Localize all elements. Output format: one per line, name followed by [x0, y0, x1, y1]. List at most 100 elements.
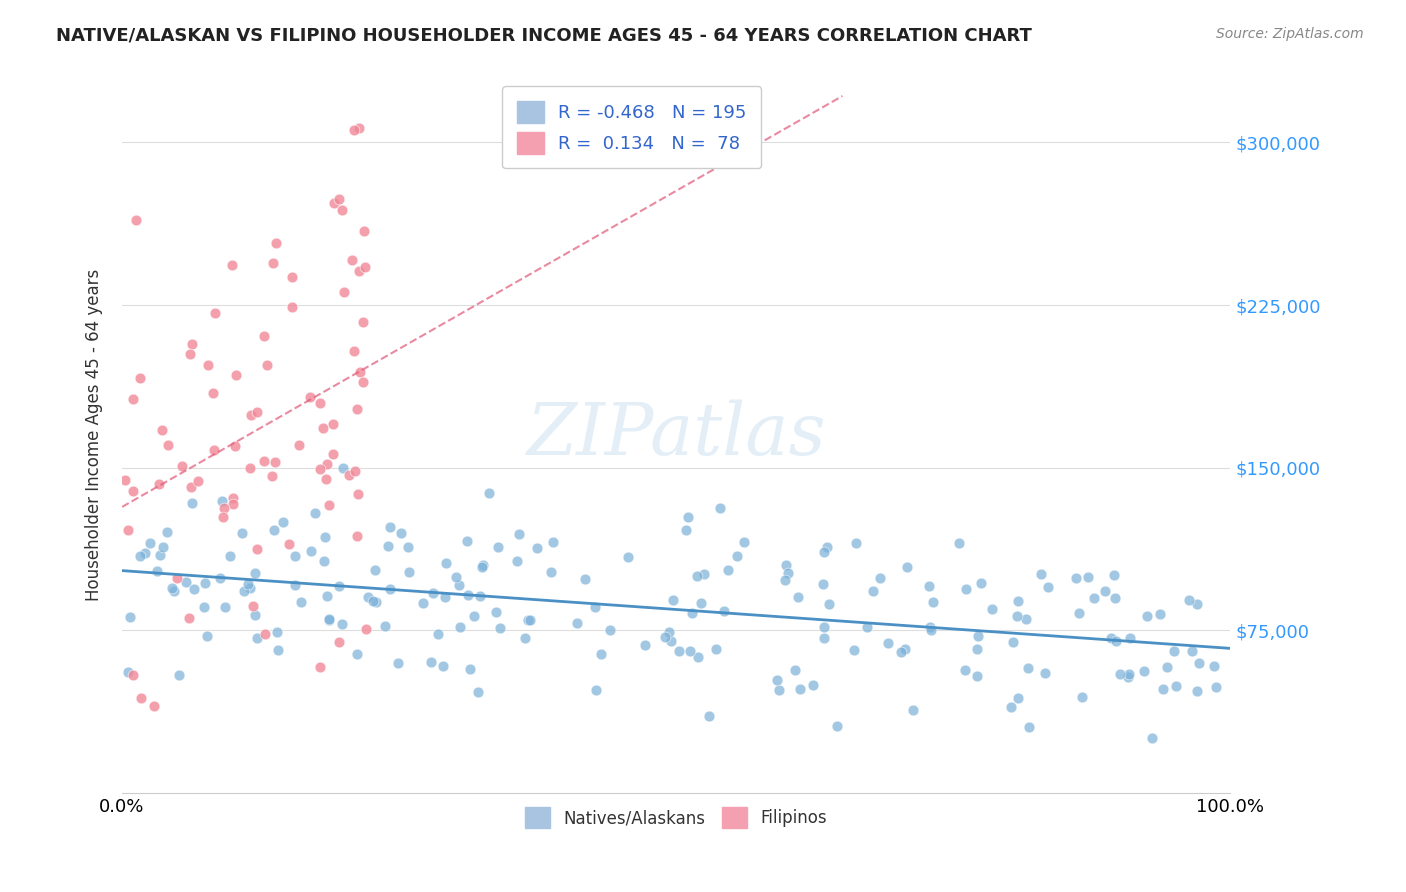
Point — [318, 612, 340, 626]
Point — [1185, 684, 1208, 698]
Point — [246, 405, 269, 419]
Point — [125, 212, 148, 227]
Point — [309, 462, 332, 476]
Point — [634, 639, 657, 653]
Point — [246, 542, 269, 557]
Point — [222, 497, 245, 511]
Point — [309, 396, 332, 410]
Point — [253, 328, 276, 343]
Point — [288, 438, 311, 452]
Point — [156, 437, 179, 451]
Point — [449, 620, 471, 634]
Point — [396, 541, 419, 555]
Point — [1185, 597, 1208, 611]
Point — [343, 464, 366, 478]
Point — [1136, 609, 1159, 624]
Point — [433, 591, 456, 605]
Point — [243, 608, 266, 623]
Point — [725, 549, 748, 563]
Point — [114, 473, 136, 487]
Point — [519, 614, 541, 628]
Text: Source: ZipAtlas.com: Source: ZipAtlas.com — [1216, 27, 1364, 41]
Point — [766, 673, 789, 687]
Point — [768, 682, 790, 697]
Point — [204, 306, 226, 320]
Point — [1007, 690, 1029, 705]
Point — [364, 594, 387, 608]
Point — [284, 578, 307, 592]
Point — [922, 595, 945, 609]
Point — [299, 543, 322, 558]
Point — [328, 192, 350, 206]
Point — [194, 576, 217, 591]
Point — [267, 643, 290, 657]
Point — [149, 548, 172, 562]
Point — [243, 566, 266, 580]
Point — [508, 527, 530, 541]
Point — [315, 472, 337, 486]
Point — [876, 636, 898, 650]
Point — [121, 483, 143, 498]
Point — [1132, 665, 1154, 679]
Point — [574, 572, 596, 586]
Point — [222, 491, 245, 505]
Point — [565, 615, 588, 630]
Point — [231, 525, 253, 540]
Point — [308, 660, 330, 674]
Point — [330, 202, 353, 217]
Point — [704, 641, 727, 656]
Point — [242, 599, 264, 613]
Point — [361, 594, 384, 608]
Point — [662, 592, 685, 607]
Point — [328, 579, 350, 593]
Point — [856, 620, 879, 634]
Point — [266, 625, 288, 640]
Point — [152, 540, 174, 554]
Point — [246, 632, 269, 646]
Point — [526, 541, 548, 555]
Point — [616, 549, 638, 564]
Point — [322, 447, 344, 461]
Point — [221, 258, 243, 272]
Point — [432, 659, 454, 673]
Point — [347, 263, 370, 277]
Point — [180, 336, 202, 351]
Point — [129, 691, 152, 706]
Point — [322, 195, 344, 210]
Point — [773, 573, 796, 587]
Point — [1067, 606, 1090, 620]
Point — [253, 454, 276, 468]
Text: NATIVE/ALASKAN VS FILIPINO HOUSEHOLDER INCOME AGES 45 - 64 YEARS CORRELATION CHA: NATIVE/ALASKAN VS FILIPINO HOUSEHOLDER I… — [56, 27, 1032, 45]
Point — [1163, 644, 1185, 658]
Point — [167, 668, 190, 682]
Point — [955, 582, 977, 596]
Legend: Natives/Alaskans, Filipinos: Natives/Alaskans, Filipinos — [519, 801, 834, 834]
Point — [1077, 569, 1099, 583]
Point — [209, 571, 232, 585]
Point — [398, 566, 420, 580]
Point — [214, 599, 236, 614]
Point — [896, 559, 918, 574]
Point — [377, 539, 399, 553]
Point — [513, 632, 536, 646]
Point — [1071, 690, 1094, 705]
Point — [219, 549, 242, 563]
Point — [948, 536, 970, 550]
Point — [333, 285, 356, 299]
Point — [342, 253, 364, 268]
Point — [347, 487, 370, 501]
Point — [1188, 656, 1211, 670]
Point — [1109, 667, 1132, 681]
Point — [890, 644, 912, 658]
Point — [278, 537, 301, 551]
Point — [697, 709, 720, 723]
Point — [1104, 591, 1126, 605]
Point — [813, 544, 835, 558]
Point — [352, 315, 374, 329]
Point — [970, 576, 993, 591]
Point — [1083, 591, 1105, 606]
Point — [1156, 660, 1178, 674]
Point — [444, 570, 467, 584]
Point — [387, 656, 409, 670]
Point — [212, 500, 235, 515]
